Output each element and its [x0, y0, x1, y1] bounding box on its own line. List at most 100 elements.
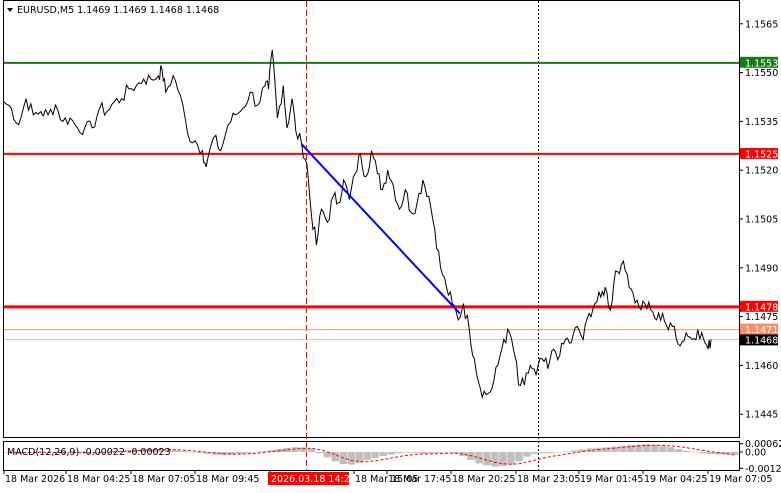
macd-histogram-bar	[579, 449, 587, 452]
price-tick-label: 1.1490	[745, 263, 778, 274]
macd-histogram-bar	[235, 452, 244, 455]
current-price-box	[740, 334, 778, 346]
macd-tick-label: 0.00062	[745, 439, 781, 450]
macd-histogram-bar	[387, 452, 395, 455]
macd-title: MACD(12,26,9) -0.00022 -0.00023	[7, 447, 171, 458]
time-tick-label: 19 Mar 04:25	[644, 474, 707, 485]
macd-histogram-bar	[475, 452, 483, 464]
macd-histogram-bar	[363, 452, 371, 460]
macd-histogram-bar	[699, 452, 707, 454]
macd-histogram-bar	[459, 452, 467, 456]
macd-histogram-bar	[555, 452, 563, 453]
time-tick-label: 18 Mar 23:05	[517, 474, 580, 485]
macd-histogram-bar	[603, 447, 611, 452]
time-tick-label: 19 Mar 07:05	[709, 474, 772, 485]
macd-histogram-bar	[307, 448, 315, 452]
macd-histogram-bar	[515, 452, 523, 462]
chart-menu-icon[interactable]	[7, 8, 13, 12]
time-tick-label: 19 Mar 01:45	[580, 474, 643, 485]
macd-histogram-bar	[715, 452, 723, 455]
time-tick-label: 18 Mar 15:05	[355, 474, 418, 485]
price-tick-label: 1.1565	[745, 19, 778, 30]
macd-histogram-bar	[227, 452, 236, 455]
macd-histogram-bar	[539, 452, 547, 454]
price-series-line	[3, 49, 712, 400]
macd-histogram-bar	[395, 452, 403, 454]
macd-histogram-bar	[251, 452, 260, 453]
macd-histogram-bar	[499, 452, 507, 466]
price-axis: 1.1565 1.1550 1.1535 1.1520 1.1505 1.1490 1.14…	[739, 19, 778, 421]
macd-histogram-bar	[179, 450, 188, 452]
macd-histogram-bar	[299, 447, 307, 452]
macd-histogram-bar	[483, 452, 491, 466]
time-highlight-box	[268, 472, 349, 485]
macd-histogram-bar	[651, 444, 659, 452]
macd-histogram-bar	[379, 452, 387, 456]
macd-histogram-bar	[347, 452, 355, 465]
macd-histogram-bar	[683, 450, 691, 452]
macd-histogram-bar	[731, 452, 739, 455]
macd-histogram-bar	[667, 447, 675, 452]
level-price-box	[740, 300, 778, 312]
price-tick-label: 1.1475	[745, 312, 778, 323]
macd-histogram-bar	[187, 451, 196, 453]
macd-histogram-bar	[587, 448, 595, 452]
level-price-label: 1.1471	[745, 325, 778, 336]
macd-histogram-bar	[675, 449, 683, 452]
macd-histogram-bar	[523, 452, 531, 457]
macd-histogram-bar	[691, 452, 699, 453]
trend-line	[300, 143, 461, 315]
macd-histogram-bar	[67, 452, 76, 453]
price-tick-label: 1.1460	[745, 361, 778, 372]
level-price-label: 1.1478	[745, 302, 778, 313]
macd-histogram-bar	[147, 449, 156, 452]
macd-histogram-bar	[195, 452, 204, 453]
macd-histogram-bar	[403, 452, 411, 453]
macd-histogram-bar	[547, 452, 555, 454]
macd-histogram-bar	[563, 451, 571, 452]
macd-histogram-bar	[571, 450, 579, 452]
time-axis: 18 Mar 2026 18 Mar 04:25 18 Mar 07:05 18 Ma…	[3, 470, 772, 485]
price-tick-label: 1.1535	[745, 117, 778, 128]
macd-histogram-bar	[43, 452, 52, 453]
macd-histogram-bar	[323, 452, 331, 458]
macd-histogram-bar	[435, 452, 443, 453]
time-tick-label: 18 Mar 20:25	[452, 474, 515, 485]
macd-histogram-bar	[491, 452, 499, 467]
price-line-group	[3, 49, 712, 400]
price-tick-label: 1.1520	[745, 166, 778, 177]
macd-panel-frame	[3, 441, 740, 471]
macd-histogram-bar	[643, 444, 651, 452]
macd-histogram-bar	[707, 452, 715, 455]
level-price-label: 1.1525	[745, 149, 778, 160]
macd-histogram-bar	[659, 445, 667, 452]
macd-histogram-bar	[411, 452, 419, 454]
price-tick-label: 1.1505	[745, 215, 778, 226]
macd-histogram-bar	[107, 451, 116, 452]
macd-histogram-bar	[507, 452, 515, 465]
macd-signal-line	[8, 444, 736, 465]
level-price-box	[740, 56, 778, 68]
trend-line-group	[300, 143, 461, 315]
macd-histogram-bar	[283, 448, 292, 452]
macd-histogram-bar	[243, 452, 252, 454]
level-price-box	[740, 147, 778, 159]
time-tick-label: 18 Mar 17:45	[388, 474, 451, 485]
macd-histogram-bar	[371, 452, 379, 458]
macd-histogram-bar	[203, 452, 212, 454]
macd-histogram-bar	[531, 452, 539, 454]
macd-histogram-bar	[331, 452, 339, 462]
macd-histogram-bar	[635, 444, 643, 452]
macd-histogram-bar	[155, 449, 164, 452]
time-tick-label: 18 Mar 07:05	[132, 474, 195, 485]
time-highlight-label: 2026.03.18 14:25	[271, 474, 356, 485]
macd-histogram-bar	[259, 451, 268, 452]
level-price-label: 1.1553	[745, 58, 778, 69]
macd-histogram-bar	[611, 446, 619, 452]
macd-histogram-bar	[291, 447, 299, 452]
macd-histogram-bar	[419, 452, 427, 454]
